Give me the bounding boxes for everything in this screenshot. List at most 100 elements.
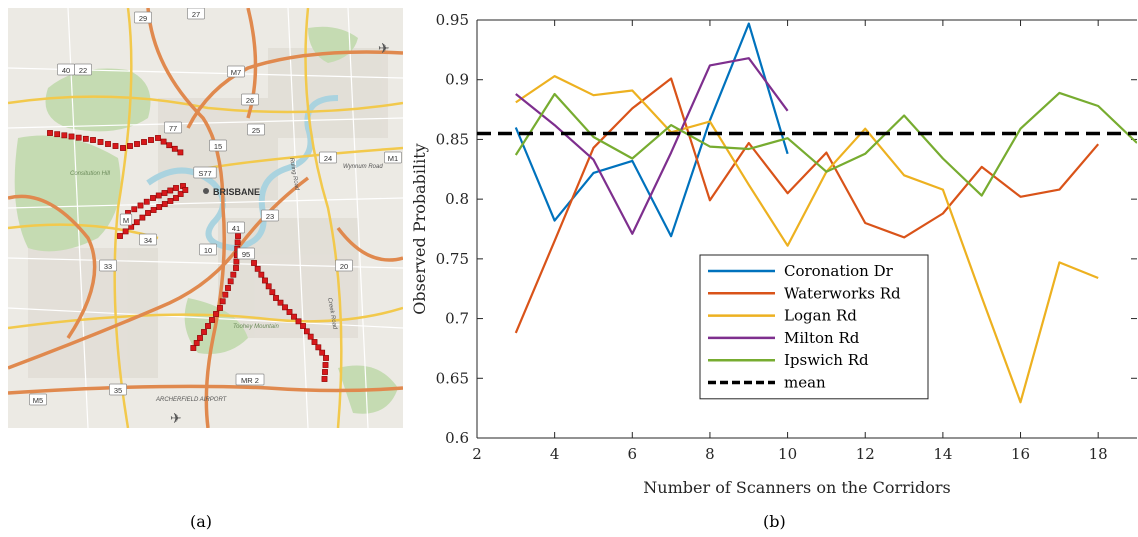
- corridor-marker: [127, 143, 133, 149]
- x-tick-label: 8: [705, 445, 715, 463]
- legend-label: Ipswich Rd: [784, 351, 869, 369]
- x-tick-label: 4: [550, 445, 560, 463]
- corridor-marker: [213, 311, 219, 317]
- corridor-marker: [254, 265, 261, 272]
- corridor-marker: [145, 210, 151, 216]
- x-tick-label: 2: [472, 445, 482, 463]
- place-label-creek-road: Creek Road: [326, 297, 338, 330]
- corridor-marker: [167, 198, 174, 204]
- corridor-marker: [182, 187, 189, 193]
- corridor-marker: [219, 298, 226, 305]
- corridor-marker: [286, 309, 293, 315]
- series-line-ipswich-rd: [514, 91, 1137, 197]
- corridor-marker: [197, 335, 203, 341]
- corridor-marker: [173, 185, 179, 191]
- corridor-marker: [251, 260, 257, 266]
- line-chart: 0.6 0.65 0.7 0.75 0.8 0.85 0.9 0.95 2 4 6 8 10 12 14 1…: [410, 11, 1137, 497]
- road-shield: 95: [237, 247, 255, 260]
- series-layer: [477, 22, 1137, 404]
- road-shield-label: 10: [204, 246, 212, 255]
- road-shield: 24: [319, 151, 337, 164]
- road-shield: 29: [134, 11, 152, 24]
- x-tick-label: 10: [778, 445, 797, 463]
- y-tick-label: 0.75: [436, 250, 469, 268]
- corridor-marker: [137, 202, 144, 209]
- road-shield-label: 35: [114, 386, 122, 395]
- road-shield-label: 20: [340, 262, 348, 271]
- corridor-marker: [233, 258, 240, 265]
- corridor-marker: [222, 291, 229, 298]
- corridor-marker: [68, 133, 75, 140]
- corridor-marker: [105, 141, 111, 147]
- road-shield: 27: [187, 8, 205, 20]
- road-shield-label: 29: [139, 14, 147, 23]
- legend-entry: Milton Rd: [708, 329, 860, 347]
- corridor-marker: [258, 271, 265, 278]
- city-label: BRISBANE: [213, 187, 260, 197]
- corridor-marker: [205, 323, 211, 329]
- corridor-marker: [120, 145, 126, 151]
- corridor-marker: [177, 191, 184, 197]
- corridor-marker: [90, 137, 96, 143]
- road-shield: MR 2: [235, 373, 265, 386]
- corridor-marker: [54, 131, 61, 138]
- legend-label: mean: [784, 374, 826, 392]
- legend-label: Logan Rd: [784, 307, 857, 325]
- x-tick-label: 18: [1089, 445, 1108, 463]
- corridor-marker: [47, 130, 53, 136]
- map-panel: BRISBANE Consitution Hill Toohey Mountai…: [8, 8, 403, 428]
- corridor-marker: [166, 142, 173, 149]
- corridor-marker: [193, 340, 200, 346]
- series-line-logan-rd: [515, 75, 1099, 404]
- city-marker: [203, 188, 209, 194]
- corridor-marker: [265, 283, 272, 290]
- road-shield: S77: [193, 166, 217, 179]
- corridor-marker: [291, 313, 297, 320]
- corridor-marker: [161, 190, 168, 196]
- road-shield-label: 33: [104, 262, 112, 271]
- road-shield-label: 23: [266, 212, 274, 221]
- corridor-marker: [262, 277, 268, 284]
- road-shield: 25: [247, 123, 265, 136]
- corridor-marker: [82, 135, 89, 142]
- legend-box: [699, 254, 929, 400]
- legend-entry: Waterworks Rd: [708, 284, 901, 302]
- corridor-marker: [133, 219, 140, 226]
- road-shield: M7: [227, 65, 245, 78]
- corridor-marker: [150, 195, 156, 201]
- y-tick-label: 0.65: [436, 369, 469, 387]
- y-axis-ticks: 0.6 0.65 0.7 0.75 0.8 0.85 0.9 0.95: [436, 11, 1137, 447]
- corridor-marker: [322, 369, 328, 375]
- legend-label: Coronation Dr: [784, 262, 894, 280]
- corridor-marker: [117, 233, 123, 239]
- y-tick-label: 0.6: [445, 429, 469, 447]
- corridor-marker: [97, 139, 104, 145]
- corridor-marker: [141, 139, 147, 145]
- airplane-icon: ✈: [378, 41, 390, 57]
- corridor-marker: [156, 204, 163, 210]
- corridor-marker: [303, 328, 310, 335]
- road-shield: M1: [384, 151, 402, 164]
- road-shield: 15: [209, 139, 227, 152]
- corridor-marker: [148, 137, 154, 143]
- road-shield: M: [119, 213, 133, 226]
- road-shield: 20: [335, 259, 353, 272]
- y-tick-label: 0.7: [445, 310, 469, 328]
- caption-b: (b): [763, 512, 786, 531]
- place-label-toohey-mountain: Toohey Mountain: [233, 324, 279, 330]
- road-shield-label: MR 2: [241, 376, 259, 385]
- road-shield-label: 77: [169, 124, 177, 133]
- road-shield-label: 22: [79, 66, 87, 75]
- corridor-marker: [134, 141, 140, 147]
- road-shield-label: 24: [324, 154, 332, 163]
- corridor-marker: [277, 299, 284, 306]
- series-line-milton-rd: [515, 57, 789, 235]
- corridor-marker: [160, 138, 167, 145]
- road-shield: 77: [164, 121, 182, 134]
- road-shield: 40: [57, 63, 75, 76]
- road-shield: 26: [241, 93, 259, 106]
- y-tick-label: 0.95: [436, 11, 469, 29]
- legend-label: Waterworks Rd: [784, 284, 901, 302]
- corridor-marker: [139, 214, 146, 221]
- corridor-marker: [61, 132, 68, 139]
